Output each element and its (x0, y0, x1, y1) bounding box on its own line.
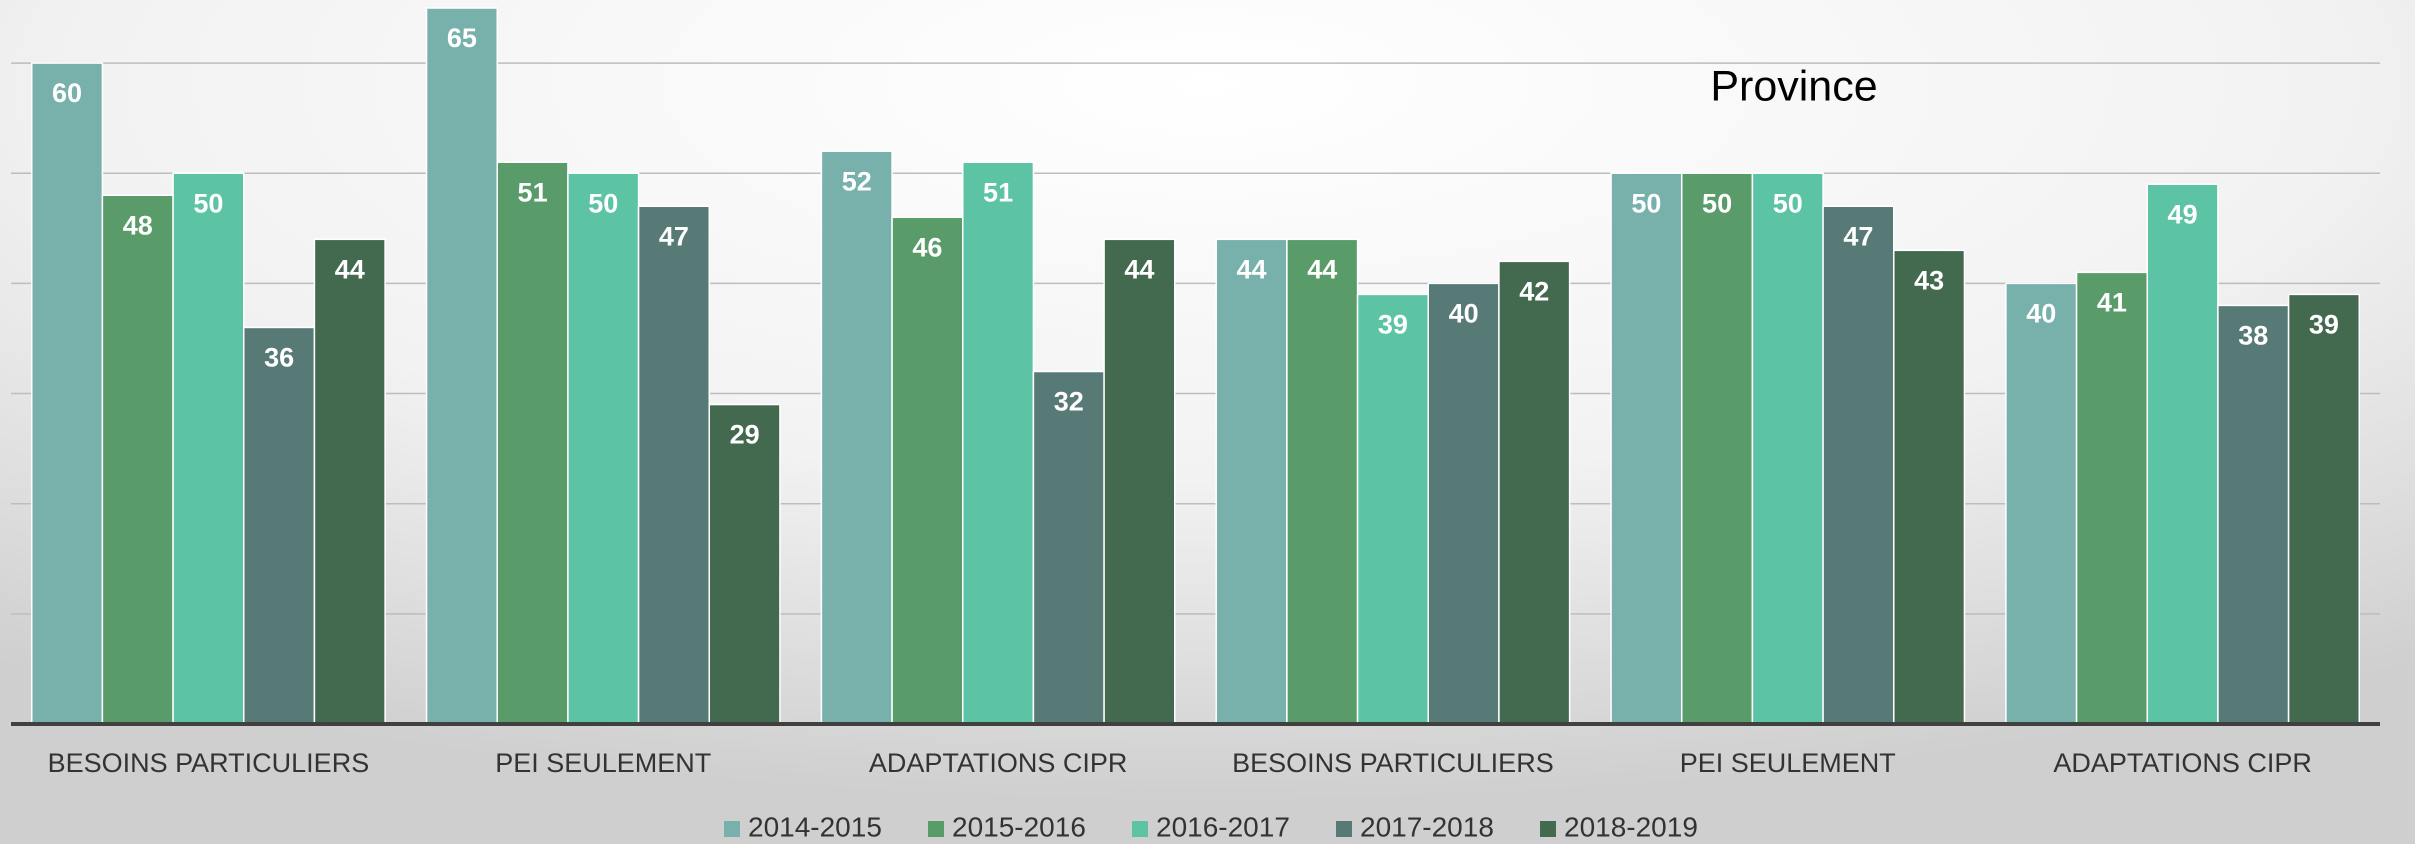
bar (1680, 172, 1754, 725)
data-label: 52 (842, 166, 872, 196)
data-label: 50 (193, 188, 223, 218)
data-label: 32 (1054, 387, 1084, 417)
bar (313, 238, 386, 725)
bar (243, 326, 316, 725)
data-label: 51 (518, 177, 548, 207)
data-label: 47 (659, 221, 689, 251)
data-label: 50 (1631, 188, 1661, 218)
data-label: 51 (983, 177, 1013, 207)
data-label: 39 (2309, 310, 2339, 340)
bar (30, 62, 104, 725)
legend-swatch (1132, 821, 1148, 837)
bar (496, 161, 569, 725)
bar (1751, 172, 1824, 725)
data-label: 29 (730, 420, 760, 450)
bar (820, 150, 893, 725)
data-label: 36 (264, 343, 294, 373)
data-label: 42 (1519, 276, 1549, 306)
x-tick-label: PEI SEULEMENT (495, 748, 711, 778)
chart-title: Province (1710, 62, 1877, 110)
legend-swatch (1540, 821, 1556, 837)
legend-label: 2017-2018 (1360, 811, 1494, 842)
bar (172, 172, 245, 725)
x-tick-label: BESOINS PARTICULIERS (1232, 748, 1554, 778)
bar (1032, 370, 1105, 725)
data-label: 49 (2168, 199, 2198, 229)
bar (1427, 282, 1500, 725)
data-label: 44 (1307, 254, 1337, 284)
data-label: 44 (1124, 254, 1154, 284)
x-tick-label: ADAPTATIONS CIPR (869, 748, 1128, 778)
bar (2287, 293, 2361, 725)
bar (2217, 304, 2290, 725)
legend-swatch (1336, 821, 1352, 837)
data-label: 47 (1843, 221, 1873, 251)
bar (2005, 282, 2078, 725)
bar (2075, 271, 2148, 725)
bar (1215, 238, 1288, 725)
legend-label: 2016-2017 (1156, 811, 1290, 842)
bar (961, 161, 1035, 725)
legend-label: 2015-2016 (952, 811, 1086, 842)
bar (1356, 293, 1430, 725)
data-label: 43 (1914, 265, 1944, 295)
data-label: 65 (447, 23, 477, 53)
bar (1893, 249, 1966, 725)
data-label: 38 (2238, 321, 2268, 351)
bar (1822, 205, 1895, 725)
bar (425, 7, 498, 725)
x-tick-label: ADAPTATIONS CIPR (2053, 748, 2312, 778)
bar (708, 403, 781, 725)
data-label: 40 (2026, 299, 2056, 329)
bar (1498, 260, 1571, 725)
data-label: 44 (1237, 254, 1267, 284)
data-label: 40 (1449, 299, 1479, 329)
data-label: 44 (335, 254, 365, 284)
data-label: 39 (1378, 310, 1408, 340)
bar (637, 205, 711, 725)
bar (1610, 172, 1683, 725)
data-label: 48 (123, 210, 153, 240)
x-tick-label: BESOINS PARTICULIERS (48, 748, 370, 778)
data-label: 60 (52, 78, 82, 108)
bar (891, 216, 964, 725)
data-label: 50 (1773, 188, 1803, 218)
data-label: 41 (2097, 287, 2127, 317)
legend-label: 2014-2015 (748, 811, 882, 842)
data-label: 50 (588, 188, 618, 218)
x-tick-label: PEI SEULEMENT (1680, 748, 1896, 778)
bar (567, 172, 640, 725)
bar (1103, 238, 1176, 725)
legend-swatch (928, 821, 944, 837)
legend-label: 2018-2019 (1564, 811, 1698, 842)
bar (101, 194, 174, 725)
bar (2146, 183, 2219, 725)
legend-swatch (724, 821, 740, 837)
data-label: 46 (912, 232, 942, 262)
bar (1286, 238, 1359, 725)
data-label: 50 (1702, 188, 1732, 218)
